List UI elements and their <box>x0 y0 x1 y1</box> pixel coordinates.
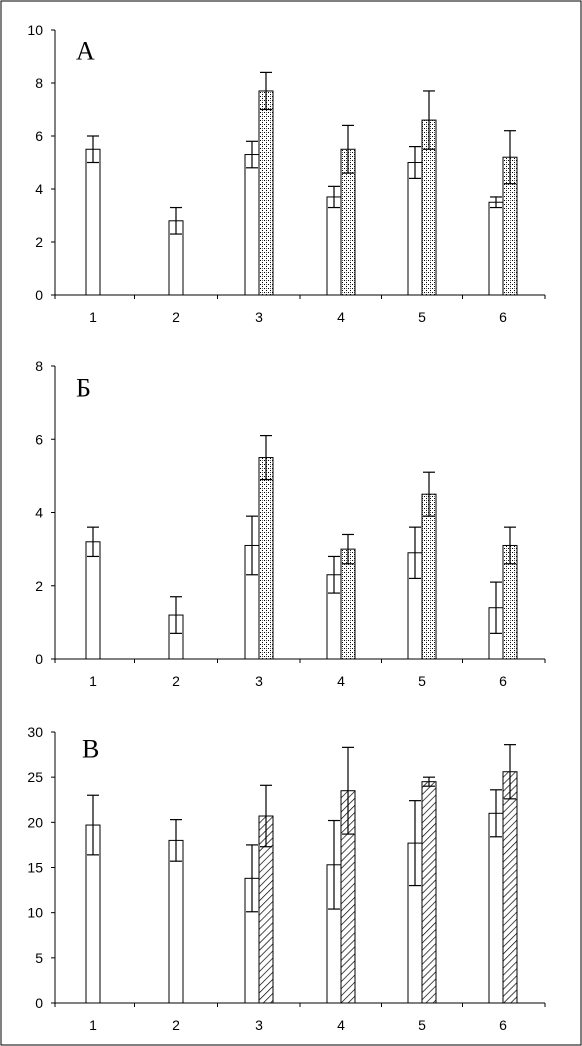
bar <box>488 201 504 296</box>
x-tick-label: 2 <box>172 673 180 689</box>
y-tick-label: 4 <box>35 505 43 521</box>
y-tick-label: 10 <box>27 905 43 921</box>
y-tick-label: 10 <box>27 22 43 38</box>
x-tick-label: 5 <box>418 673 426 689</box>
y-tick-label: 30 <box>27 724 43 740</box>
y-tick-label: 20 <box>27 814 43 830</box>
bar <box>85 148 101 296</box>
y-tick-label: 2 <box>35 578 43 594</box>
bar <box>502 771 518 1004</box>
panel-label: А <box>76 36 95 65</box>
x-tick-label: 6 <box>499 1017 507 1033</box>
y-tick-label: 5 <box>35 950 43 966</box>
bar <box>488 812 504 1004</box>
x-tick-label: 4 <box>337 673 345 689</box>
x-tick-label: 2 <box>172 1017 180 1033</box>
x-tick-label: 5 <box>418 1017 426 1033</box>
y-tick-label: 8 <box>35 75 43 91</box>
x-tick-label: 6 <box>499 309 507 325</box>
x-tick-label: 2 <box>172 309 180 325</box>
x-tick-label: 3 <box>255 309 263 325</box>
bar <box>421 493 437 660</box>
panel-label: Б <box>76 373 91 402</box>
bar <box>340 548 356 660</box>
y-tick-label: 15 <box>27 860 43 876</box>
y-tick-label: 8 <box>35 358 43 374</box>
x-tick-label: 1 <box>89 1017 97 1033</box>
y-tick-label: 0 <box>35 995 43 1011</box>
x-tick-label: 5 <box>418 309 426 325</box>
x-tick-label: 4 <box>337 1017 345 1033</box>
x-tick-label: 6 <box>499 673 507 689</box>
y-tick-label: 25 <box>27 769 43 785</box>
bar <box>326 196 342 296</box>
bar <box>168 839 184 1004</box>
bar <box>244 154 260 296</box>
chart-panel-3: 0 5 10 15 20 25 30 1 2 3 4 5 6 В <box>27 724 546 1033</box>
y-tick-label: 0 <box>35 287 43 303</box>
y-tick-label: 6 <box>35 431 43 447</box>
chart-panel-2: 0 2 4 6 8 1 2 3 4 5 6 Б <box>35 358 546 689</box>
x-tick-label: 1 <box>89 673 97 689</box>
x-tick-label: 3 <box>255 673 263 689</box>
bar <box>258 90 274 296</box>
x-tick-label: 1 <box>89 309 97 325</box>
y-tick-label: 2 <box>35 234 43 250</box>
y-tick-label: 0 <box>35 651 43 667</box>
bar <box>421 781 437 1004</box>
bar <box>258 457 274 660</box>
y-tick-label: 4 <box>35 181 43 197</box>
x-tick-label: 4 <box>337 309 345 325</box>
bar <box>407 162 423 296</box>
y-tick-label: 6 <box>35 128 43 144</box>
bar <box>85 541 101 660</box>
panel-label: В <box>82 734 99 763</box>
x-tick-label: 3 <box>255 1017 263 1033</box>
